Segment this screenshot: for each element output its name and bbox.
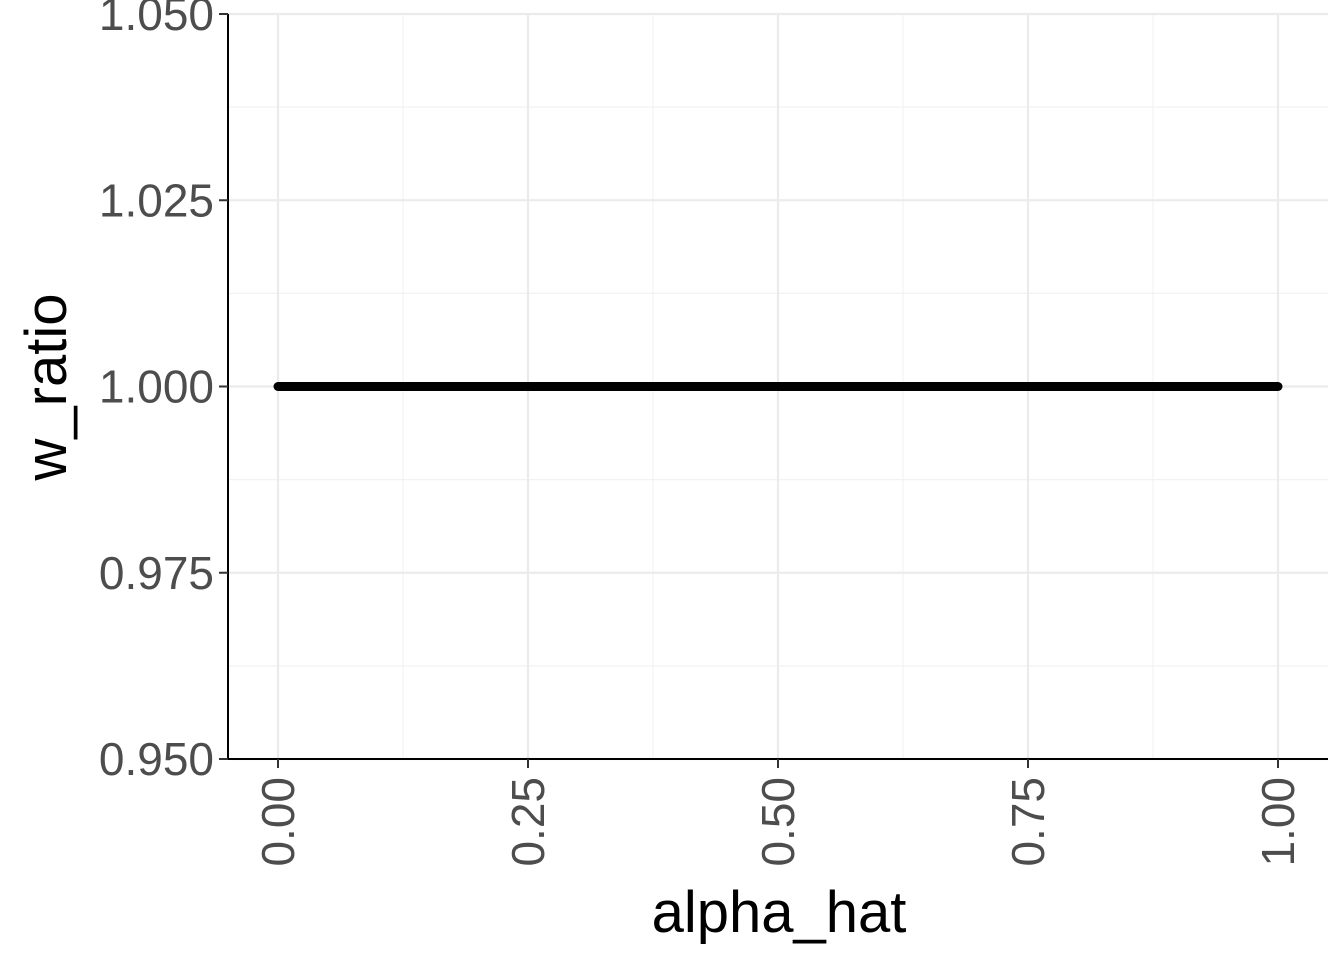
x-tick-label: 0.00: [252, 777, 304, 867]
y-tick-label: 1.000: [99, 361, 214, 413]
x-tick-label: 0.50: [752, 777, 804, 867]
y-axis-title: w_ratio: [14, 294, 79, 482]
y-ticks: 0.950 0.975 1.000 1.025 1.050: [99, 0, 228, 785]
x-tick-label: 1.00: [1252, 777, 1304, 867]
x-ticks: 0.00 0.25 0.50 0.75 1.00: [252, 759, 1304, 867]
y-tick-label: 0.975: [99, 547, 214, 599]
y-tick-label: 0.950: [99, 733, 214, 785]
x-axis-title: alpha_hat: [652, 880, 907, 945]
y-tick-label: 1.050: [99, 0, 214, 40]
x-tick-label: 0.25: [502, 777, 554, 867]
y-tick-label: 1.025: [99, 174, 214, 226]
x-tick-label: 0.75: [1002, 777, 1054, 867]
